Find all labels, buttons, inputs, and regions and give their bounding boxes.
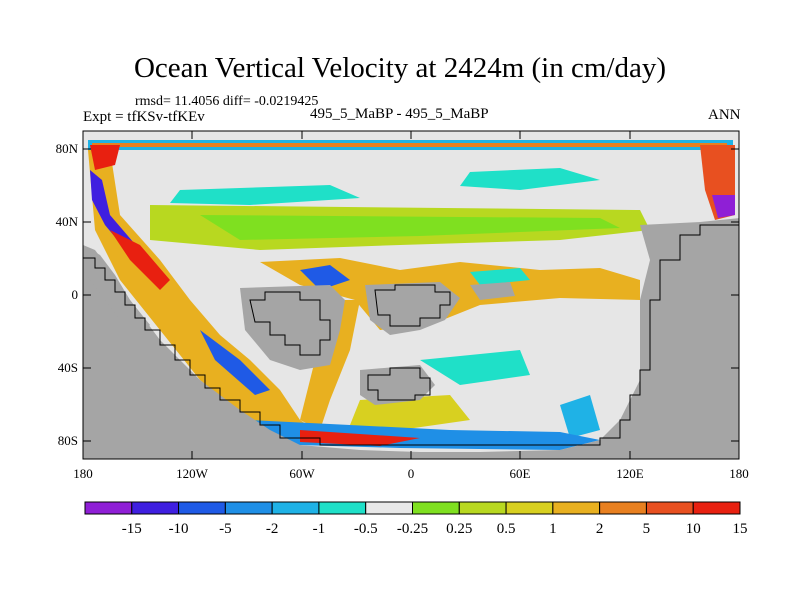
colorbar-label: -10 — [169, 521, 189, 537]
colorbar-swatch — [552, 501, 601, 515]
stats-label: rmsd= 11.4056 diff= -0.0219425 — [135, 94, 319, 109]
x-tick-labels: 180 120W 60W 0 60E 120E 180 — [73, 466, 749, 481]
colorbar-swatch — [692, 501, 741, 515]
colorbar-swatch — [224, 501, 273, 515]
east-continent — [600, 218, 739, 440]
colorbar-label: 0.5 — [497, 521, 516, 537]
central-continent — [240, 285, 345, 370]
y-tick-label: 0 — [72, 287, 79, 302]
island-outline — [374, 284, 451, 327]
colorbar-swatch — [318, 501, 367, 515]
colorbar-label: 1 — [549, 521, 557, 537]
experiment-label: Expt = tfKSv-tfKEv — [83, 109, 205, 125]
central-continent-outline — [249, 291, 331, 356]
western-blue-strip-2 — [200, 330, 270, 395]
equatorial-island — [365, 282, 460, 335]
southern-island-outline — [367, 367, 431, 401]
mid-latitude-band-core — [200, 215, 620, 240]
southern-blue-patch — [560, 395, 600, 438]
colorbar-swatch — [84, 501, 133, 515]
northern-cyan-patch-2 — [460, 168, 600, 190]
y-tick-labels: 80N 40N 0 40S 80S — [56, 141, 79, 448]
western-blue-strip — [90, 170, 140, 255]
equatorial-cyan-patch — [470, 268, 530, 285]
northwest-corner-patch — [90, 145, 120, 170]
colorbar-swatch — [412, 501, 460, 515]
colorbar-label: 10 — [686, 521, 701, 537]
small-island — [470, 282, 515, 300]
x-tick-label: 180 — [73, 466, 93, 481]
y-tick-label: 40S — [58, 360, 78, 375]
colorbar-label: 2 — [596, 521, 604, 537]
colorbar-swatch — [271, 501, 320, 515]
colorbar-label: -0.5 — [354, 521, 378, 537]
southern-red-strip — [300, 430, 420, 446]
northern-cyan-patch — [170, 185, 360, 205]
colorbar-label: 15 — [733, 521, 748, 537]
colorbar-label: -0.25 — [397, 521, 428, 537]
colorbar-label: -2 — [266, 521, 279, 537]
colorbar-swatch — [178, 501, 226, 515]
x-tick-label: 120E — [616, 466, 644, 481]
season-label: ANN — [708, 107, 741, 123]
y-tick-label: 80S — [58, 433, 78, 448]
colorbar-label: 5 — [643, 521, 651, 537]
case-label: 495_5_MaBP - 495_5_MaBP — [310, 106, 489, 122]
y-tick-label: 80N — [56, 141, 79, 156]
antarctic-landmass — [83, 245, 739, 459]
colorbar-swatch — [458, 501, 507, 515]
northeast-purple-patch — [712, 195, 735, 218]
x-tick-label: 180 — [729, 466, 749, 481]
x-tick-label: 0 — [408, 466, 415, 481]
colorbar-label: -5 — [219, 521, 232, 537]
colorbar-label: -1 — [313, 521, 326, 537]
colorbar-swatch — [131, 501, 180, 515]
colorbar-swatch — [645, 501, 694, 515]
arctic-band-inner — [92, 143, 727, 147]
colorbar-label: -15 — [122, 521, 142, 537]
x-tick-label: 60E — [510, 466, 531, 481]
equatorial-blue-patch — [300, 265, 350, 290]
x-tick-label: 60W — [289, 466, 315, 481]
map-field — [83, 131, 739, 459]
y-tick-label: 40N — [56, 214, 79, 229]
colorbar-labels: -15 -10 -5 -2 -1 -0.5 -0.25 0.25 0.5 1 2 5 10 15 — [122, 521, 748, 537]
western-boundary-band — [88, 150, 330, 445]
axis-ticks — [82, 131, 740, 459]
colorbar-label: 0.25 — [446, 521, 472, 537]
colorbar-swatch — [365, 501, 413, 515]
colorbar — [84, 501, 741, 515]
colorbar-swatch — [505, 501, 554, 515]
western-red-strip — [110, 230, 170, 290]
coastline — [83, 224, 739, 446]
southern-cyan-patch — [420, 350, 530, 385]
plot-title: Ocean Vertical Velocity at 2424m (in cm/… — [133, 52, 667, 84]
colorbar-swatch — [599, 501, 647, 515]
x-tick-label: 120W — [176, 466, 209, 481]
